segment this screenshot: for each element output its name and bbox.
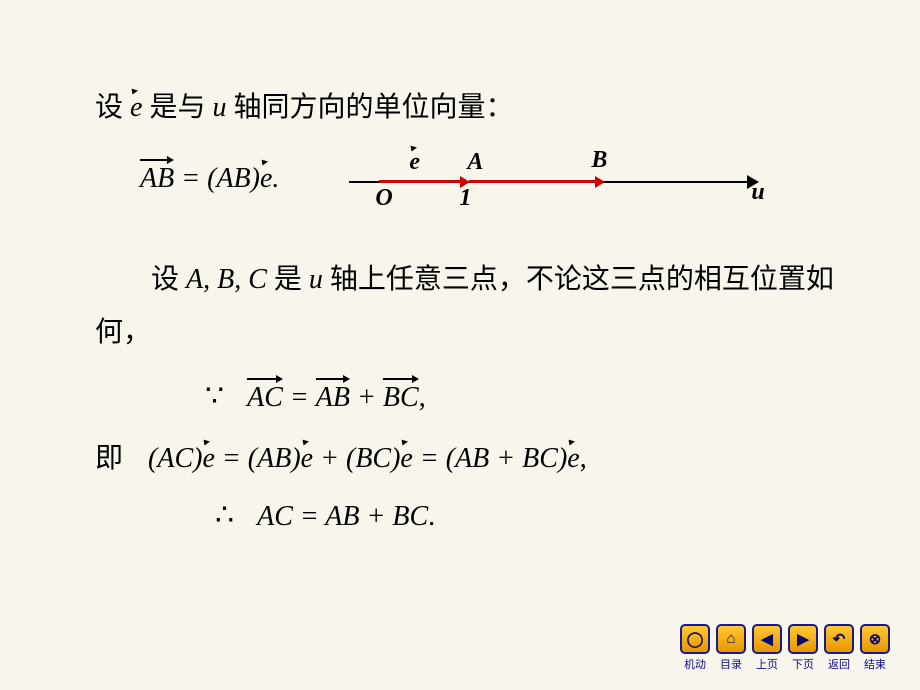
- u: u: [212, 92, 226, 123]
- nav-prev-label: 上页: [756, 656, 778, 672]
- red-segment-e: [379, 180, 464, 183]
- nav-back-icon: ↶: [824, 624, 854, 654]
- nav-auto[interactable]: ◯ 机动: [680, 624, 710, 672]
- equation-1: AB = (AB)e.: [140, 153, 279, 195]
- nav-bar: ◯ 机动 ⌂ 目录 ◀ 上页 ▶ 下页 ↶ 返回 ⊗ 结束: [680, 624, 890, 672]
- slide-content: 设 e 是与 u 轴同方向的单位向量： AB = (AB)e. e A B O …: [0, 0, 920, 533]
- t: +: [350, 382, 383, 413]
- t: BC: [355, 443, 391, 474]
- t: ): [193, 443, 202, 474]
- colon: ：: [485, 92, 513, 123]
- t: .: [272, 163, 279, 194]
- nav-toc[interactable]: ⌂ 目录: [716, 624, 746, 672]
- BC-vec: BC: [383, 382, 419, 414]
- t: AB + BC: [455, 443, 558, 474]
- t: ,: [419, 382, 426, 413]
- nav-toc-icon: ⌂: [716, 624, 746, 654]
- AC-vec: AC: [247, 382, 283, 414]
- t: (: [148, 443, 157, 474]
- equation-3: 即 (AC)e = (AB)e + (BC)e = (AB + BC)e,: [95, 436, 860, 476]
- row-eq-axis: AB = (AB)e. e A B O 1 u: [140, 153, 860, 213]
- label-B: B: [591, 147, 607, 174]
- nav-end-label: 结束: [864, 656, 886, 672]
- label-1: 1: [459, 185, 471, 212]
- t: ): [558, 443, 567, 474]
- AB-vec: AB: [316, 382, 350, 414]
- red-arrow-ab-icon: [595, 176, 605, 188]
- e-vec: e: [202, 443, 214, 475]
- nav-back[interactable]: ↶ 返回: [824, 624, 854, 672]
- paragraph-2: 设 A, B, C 是 u 轴上任意三点，不论这三点的相互位置如何，: [95, 253, 860, 359]
- t: ): [251, 163, 260, 194]
- t: =: [293, 501, 325, 532]
- line1: 设 e 是与 u 轴同方向的单位向量：: [95, 85, 860, 125]
- nav-toc-label: 目录: [720, 656, 742, 672]
- t: AB: [216, 163, 250, 194]
- nav-next-icon: ▶: [788, 624, 818, 654]
- equation-4: ∴ AC = AB + BC.: [215, 498, 860, 533]
- nav-end[interactable]: ⊗ 结束: [860, 624, 890, 672]
- t: 是与: [142, 92, 212, 123]
- nav-auto-icon: ◯: [680, 624, 710, 654]
- t: ): [291, 443, 300, 474]
- t: AB: [257, 443, 291, 474]
- t: AC: [257, 501, 293, 532]
- t: = (: [174, 163, 216, 194]
- e-vec: e: [567, 443, 579, 475]
- nav-prev-icon: ◀: [752, 624, 782, 654]
- label-ie: 即: [95, 443, 123, 474]
- label-e: e: [409, 149, 420, 176]
- t: = (: [215, 443, 257, 474]
- t: 设: [95, 92, 130, 123]
- t: =: [283, 382, 316, 413]
- nav-next-label: 下页: [792, 656, 814, 672]
- nav-next[interactable]: ▶ 下页: [788, 624, 818, 672]
- t: 设: [151, 264, 186, 295]
- ABC: A, B, C: [186, 264, 267, 295]
- e-vec: e: [301, 443, 313, 475]
- e-vec: e: [130, 92, 142, 124]
- t: ): [391, 443, 400, 474]
- t: BC: [392, 501, 428, 532]
- AB-vec: AB: [140, 163, 174, 195]
- label-A: A: [467, 149, 483, 176]
- t: = (: [413, 443, 455, 474]
- nav-end-icon: ⊗: [860, 624, 890, 654]
- e-vec: e: [400, 443, 412, 475]
- t: 轴同方向的单位向量: [226, 92, 485, 123]
- red-segment-ab: [469, 180, 599, 183]
- equation-2: ∵ AC = AB + BC,: [205, 379, 860, 414]
- t: + (: [313, 443, 355, 474]
- label-O: O: [375, 185, 392, 212]
- t: AC: [157, 443, 193, 474]
- t: .: [428, 501, 435, 532]
- e-vec: e: [260, 163, 272, 195]
- because-symbol: ∵: [205, 380, 224, 413]
- t: 是: [267, 264, 309, 295]
- t: ,: [580, 443, 587, 474]
- nav-back-label: 返回: [828, 656, 850, 672]
- label-u: u: [751, 179, 764, 206]
- nav-prev[interactable]: ◀ 上页: [752, 624, 782, 672]
- u-axis-diagram: e A B O 1 u: [349, 153, 769, 213]
- u: u: [309, 264, 323, 295]
- therefore-symbol: ∴: [215, 499, 234, 532]
- t: AB: [325, 501, 359, 532]
- nav-auto-label: 机动: [684, 656, 706, 672]
- t: +: [359, 501, 392, 532]
